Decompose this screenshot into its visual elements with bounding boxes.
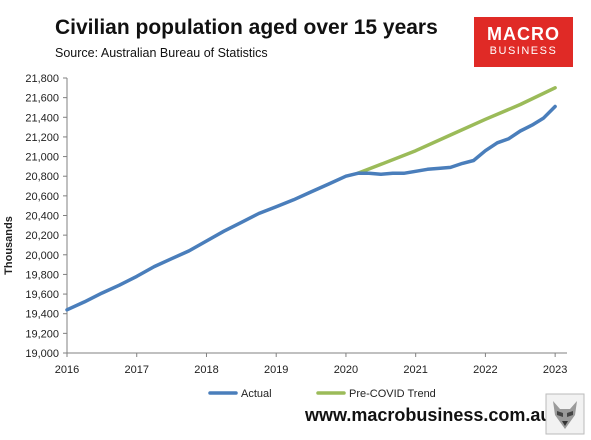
y-tick-label: 19,600: [25, 289, 59, 301]
y-tick-label: 21,200: [25, 132, 59, 144]
y-tick-label: 20,800: [25, 171, 59, 183]
macrobusiness-logo: MACRO BUSINESS: [474, 17, 573, 67]
wolf-mascot-icon: [545, 393, 585, 435]
x-tick-label: 2016: [55, 364, 79, 376]
logo-line-2: BUSINESS: [489, 45, 558, 57]
legend-label: Pre-COVID Trend: [349, 388, 436, 400]
y-tick-label: 20,200: [25, 230, 59, 242]
y-tick-label: 19,000: [25, 348, 59, 360]
series-line-pre-covid-trend: [356, 86, 557, 176]
y-tick-label: 19,800: [25, 269, 59, 281]
x-tick-label: 2017: [124, 364, 148, 376]
x-tick-label: 2021: [403, 364, 427, 376]
x-tick-label: 2018: [194, 364, 218, 376]
x-tick-label: 2022: [473, 364, 497, 376]
series-line-actual: [65, 104, 557, 312]
x-tick-label: 2020: [334, 364, 358, 376]
y-tick-label: 19,400: [25, 309, 59, 321]
y-tick-label: 20,000: [25, 250, 59, 262]
y-tick-label: 21,600: [25, 93, 59, 105]
y-tick-label: 19,200: [25, 328, 59, 340]
chart-title: Civilian population aged over 15 years: [55, 16, 438, 39]
legend-label: Actual: [241, 388, 272, 400]
chart-source: Source: Australian Bureau of Statistics: [55, 46, 268, 60]
website-url[interactable]: www.macrobusiness.com.au: [305, 405, 552, 425]
y-tick-label: 21,800: [25, 73, 59, 85]
y-tick-label: 20,400: [25, 211, 59, 223]
y-tick-label: 21,400: [25, 112, 59, 124]
y-axis-title: Thousands: [3, 216, 15, 275]
logo-line-1: MACRO: [487, 24, 560, 44]
x-tick-label: 2023: [543, 364, 567, 376]
y-tick-label: 20,600: [25, 191, 59, 203]
x-tick-label: 2019: [264, 364, 288, 376]
y-tick-label: 21,000: [25, 152, 59, 164]
